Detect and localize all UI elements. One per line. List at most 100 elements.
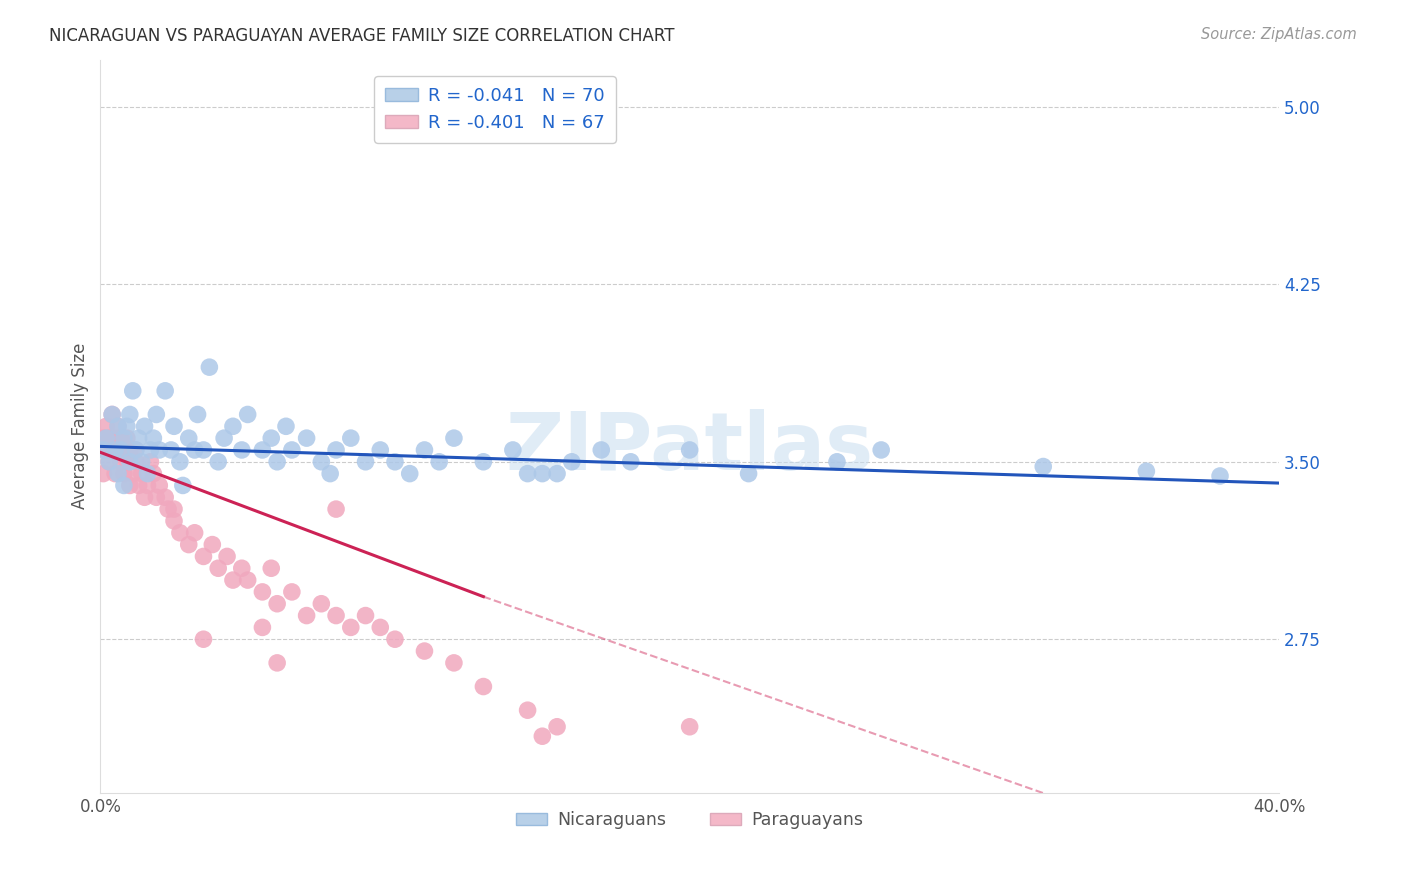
Point: [311, 455, 333, 469]
Point: [183, 442, 205, 457]
Point: [91, 442, 114, 457]
Point: [193, 632, 215, 647]
Point: [1135, 464, 1157, 478]
Point: [121, 467, 143, 481]
Point: [91, 467, 114, 481]
Point: [183, 525, 205, 540]
Point: [118, 478, 141, 492]
Point: [96, 419, 118, 434]
Text: Source: ZipAtlas.com: Source: ZipAtlas.com: [1201, 27, 1357, 42]
Point: [112, 478, 135, 492]
Point: [110, 431, 132, 445]
Point: [91, 431, 114, 445]
Point: [236, 408, 259, 422]
Point: [107, 442, 129, 457]
Point: [96, 442, 118, 457]
Point: [112, 431, 135, 445]
Point: [139, 442, 162, 457]
Point: [354, 608, 377, 623]
Point: [266, 656, 288, 670]
Point: [546, 467, 568, 481]
Point: [215, 549, 238, 564]
Point: [163, 514, 186, 528]
Point: [136, 467, 159, 481]
Point: [101, 442, 124, 457]
Point: [231, 561, 253, 575]
Point: [368, 442, 391, 457]
Point: [112, 467, 135, 481]
Point: [679, 442, 702, 457]
Point: [620, 455, 643, 469]
Point: [325, 502, 347, 516]
Point: [546, 720, 568, 734]
Point: [561, 455, 583, 469]
Point: [145, 408, 167, 422]
Point: [413, 442, 436, 457]
Point: [96, 431, 118, 445]
Point: [281, 442, 304, 457]
Point: [125, 455, 148, 469]
Point: [266, 455, 288, 469]
Point: [118, 442, 141, 457]
Point: [201, 538, 224, 552]
Point: [104, 431, 127, 445]
Point: [222, 419, 245, 434]
Point: [737, 467, 759, 481]
Point: [107, 419, 129, 434]
Point: [502, 442, 524, 457]
Point: [118, 455, 141, 469]
Point: [193, 442, 215, 457]
Point: [472, 680, 495, 694]
Point: [198, 360, 221, 375]
Point: [104, 467, 127, 481]
Point: [1209, 469, 1232, 483]
Point: [398, 467, 420, 481]
Point: [110, 455, 132, 469]
Point: [231, 442, 253, 457]
Point: [163, 419, 186, 434]
Point: [163, 502, 186, 516]
Point: [169, 455, 191, 469]
Point: [125, 442, 148, 457]
Point: [134, 419, 156, 434]
Point: [252, 442, 274, 457]
Point: [319, 467, 342, 481]
Point: [115, 455, 138, 469]
Point: [128, 478, 150, 492]
Point: [472, 455, 495, 469]
Text: ZIPatlas: ZIPatlas: [506, 409, 873, 487]
Point: [142, 467, 165, 481]
Point: [157, 502, 180, 516]
Point: [531, 729, 554, 743]
Point: [274, 419, 297, 434]
Point: [145, 490, 167, 504]
Point: [134, 490, 156, 504]
Point: [207, 455, 229, 469]
Point: [222, 573, 245, 587]
Point: [121, 384, 143, 398]
Point: [427, 455, 450, 469]
Point: [101, 408, 124, 422]
Point: [825, 455, 848, 469]
Point: [128, 431, 150, 445]
Point: [1032, 459, 1054, 474]
Point: [177, 538, 200, 552]
Point: [98, 431, 121, 445]
Point: [516, 703, 538, 717]
Point: [115, 431, 138, 445]
Point: [236, 573, 259, 587]
Point: [252, 620, 274, 634]
Point: [516, 467, 538, 481]
Point: [311, 597, 333, 611]
Point: [98, 455, 121, 469]
Y-axis label: Average Family Size: Average Family Size: [72, 343, 89, 509]
Point: [172, 478, 194, 492]
Point: [443, 656, 465, 670]
Point: [295, 431, 318, 445]
Point: [131, 467, 153, 481]
Point: [112, 442, 135, 457]
Point: [107, 467, 129, 481]
Point: [325, 608, 347, 623]
Point: [104, 442, 127, 457]
Point: [266, 597, 288, 611]
